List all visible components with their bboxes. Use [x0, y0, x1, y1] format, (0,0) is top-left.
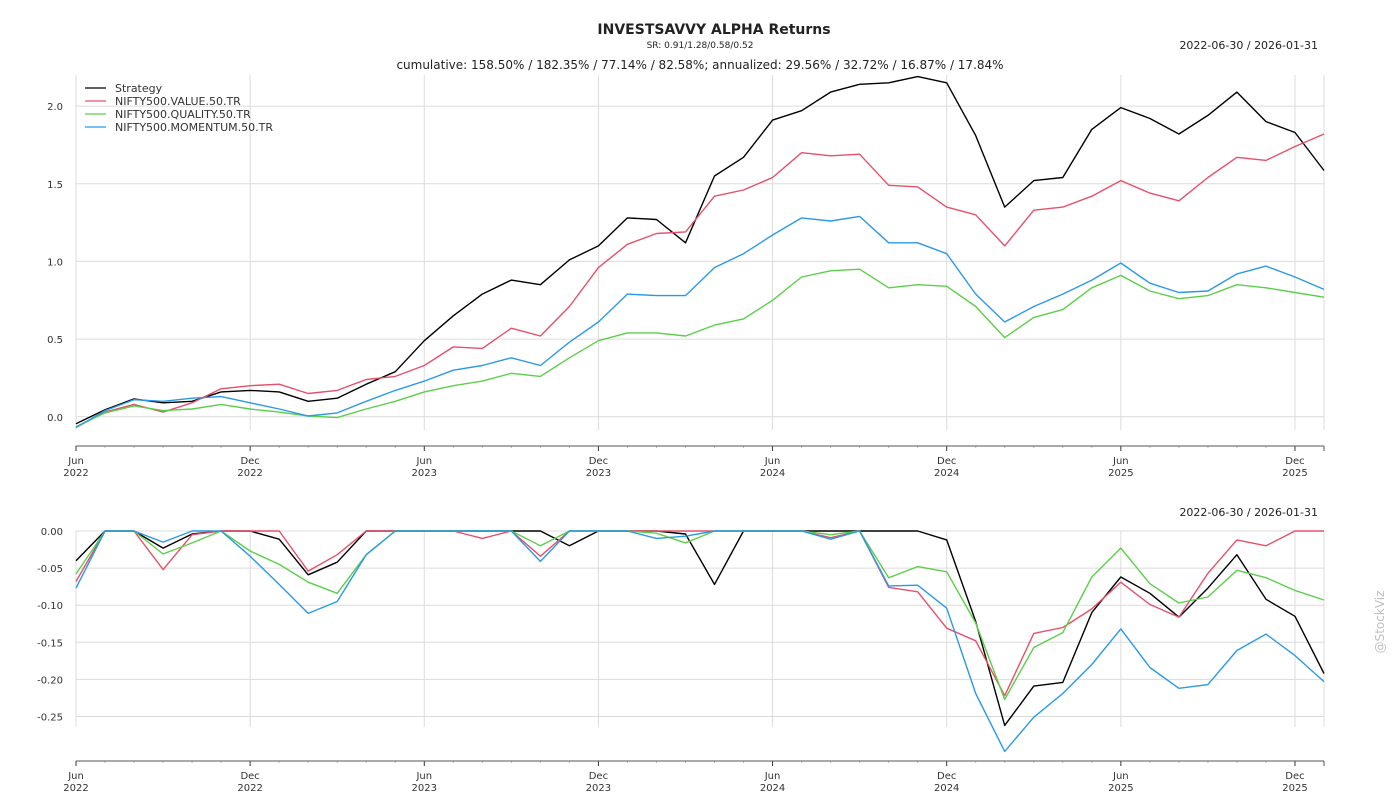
- y-tick-label: 0.5: [47, 335, 63, 346]
- x-tick-label: 2024: [934, 468, 959, 479]
- series-line-strategy: [75, 530, 1325, 727]
- x-tick-label: 2022: [63, 783, 88, 794]
- x-tick-label: Jun: [415, 771, 432, 782]
- x-tick-label: Jun: [764, 456, 781, 467]
- x-tick-label: Jun: [67, 771, 84, 782]
- x-tick-label: Dec: [240, 771, 259, 782]
- x-tick-label: 2024: [934, 783, 959, 794]
- x-tick-label: Jun: [67, 456, 84, 467]
- x-tick-label: 2025: [1282, 468, 1307, 479]
- x-tick-label: 2023: [412, 468, 437, 479]
- series-line-nifty500-value-50-tr: [75, 530, 1324, 697]
- legend-label: NIFTY500.QUALITY.50.TR: [115, 108, 251, 121]
- cumulative-returns-panel: Jun2022Dec2022Jun2023Dec2023Jun2024Dec20…: [47, 75, 1325, 479]
- x-tick-label: Dec: [589, 771, 608, 782]
- y-tick-label: 0.0: [47, 413, 63, 424]
- x-tick-label: 2025: [1282, 783, 1307, 794]
- x-tick-label: 2025: [1108, 783, 1133, 794]
- x-tick-label: Dec: [937, 456, 956, 467]
- legend-label: NIFTY500.MOMENTUM.50.TR: [115, 121, 273, 134]
- series-line-nifty500-quality-50-tr: [75, 530, 1325, 701]
- x-tick-label: Dec: [1285, 456, 1304, 467]
- x-tick-label: Dec: [937, 771, 956, 782]
- x-tick-label: 2022: [237, 783, 262, 794]
- x-tick-label: 2022: [63, 468, 88, 479]
- legend: StrategyNIFTY500.VALUE.50.TRNIFTY500.QUA…: [85, 82, 273, 134]
- legend-label: NIFTY500.VALUE.50.TR: [115, 95, 241, 108]
- x-tick-label: 2022: [237, 468, 262, 479]
- y-tick-label: 2.0: [47, 102, 63, 113]
- y-tick-label: 0.00: [41, 527, 63, 538]
- series-line-strategy: [75, 75, 1325, 425]
- x-tick-label: Dec: [1285, 771, 1304, 782]
- x-tick-label: Jun: [1112, 456, 1129, 467]
- x-tick-label: Dec: [589, 456, 608, 467]
- y-tick-label: 1.0: [47, 257, 63, 268]
- chart-title: INVESTSAVVY ALPHA Returns: [597, 22, 830, 38]
- legend-label: Strategy: [115, 82, 163, 95]
- y-tick-label: -0.05: [37, 564, 63, 575]
- x-tick-label: 2023: [586, 468, 611, 479]
- x-tick-label: Dec: [240, 456, 259, 467]
- y-tick-label: -0.15: [37, 638, 63, 649]
- x-tick-label: 2025: [1108, 468, 1133, 479]
- series-line-nifty500-momentum-50-tr: [75, 530, 1325, 753]
- x-tick-label: Jun: [415, 456, 432, 467]
- date-range-top: 2022-06-30 / 2026-01-31: [1179, 39, 1318, 52]
- y-tick-label: 1.5: [47, 180, 63, 191]
- y-tick-label: -0.20: [37, 675, 63, 686]
- series-line-nifty500-quality-50-tr: [75, 268, 1325, 428]
- y-tick-label: -0.10: [37, 601, 63, 612]
- x-tick-label: 2023: [586, 783, 611, 794]
- x-tick-label: 2024: [760, 468, 785, 479]
- x-tick-label: 2024: [760, 783, 785, 794]
- drawdown-panel: Jun2022Dec2022Jun2023Dec2023Jun2024Dec20…: [37, 527, 1325, 794]
- sharpe-ratio-subtitle: SR: 0.91/1.28/0.58/0.52: [647, 41, 754, 51]
- series-line-nifty500-value-50-tr: [75, 133, 1325, 428]
- x-tick-label: Jun: [764, 771, 781, 782]
- x-tick-label: Jun: [1112, 771, 1129, 782]
- x-tick-label: 2023: [412, 783, 437, 794]
- returns-summary: cumulative: 158.50% / 182.35% / 77.14% /…: [396, 58, 1003, 72]
- stockviz-watermark: @StockViz: [1373, 591, 1387, 654]
- series-line-nifty500-momentum-50-tr: [75, 215, 1325, 429]
- y-tick-label: -0.25: [37, 712, 63, 723]
- date-range-bottom: 2022-06-30 / 2026-01-31: [1179, 506, 1318, 519]
